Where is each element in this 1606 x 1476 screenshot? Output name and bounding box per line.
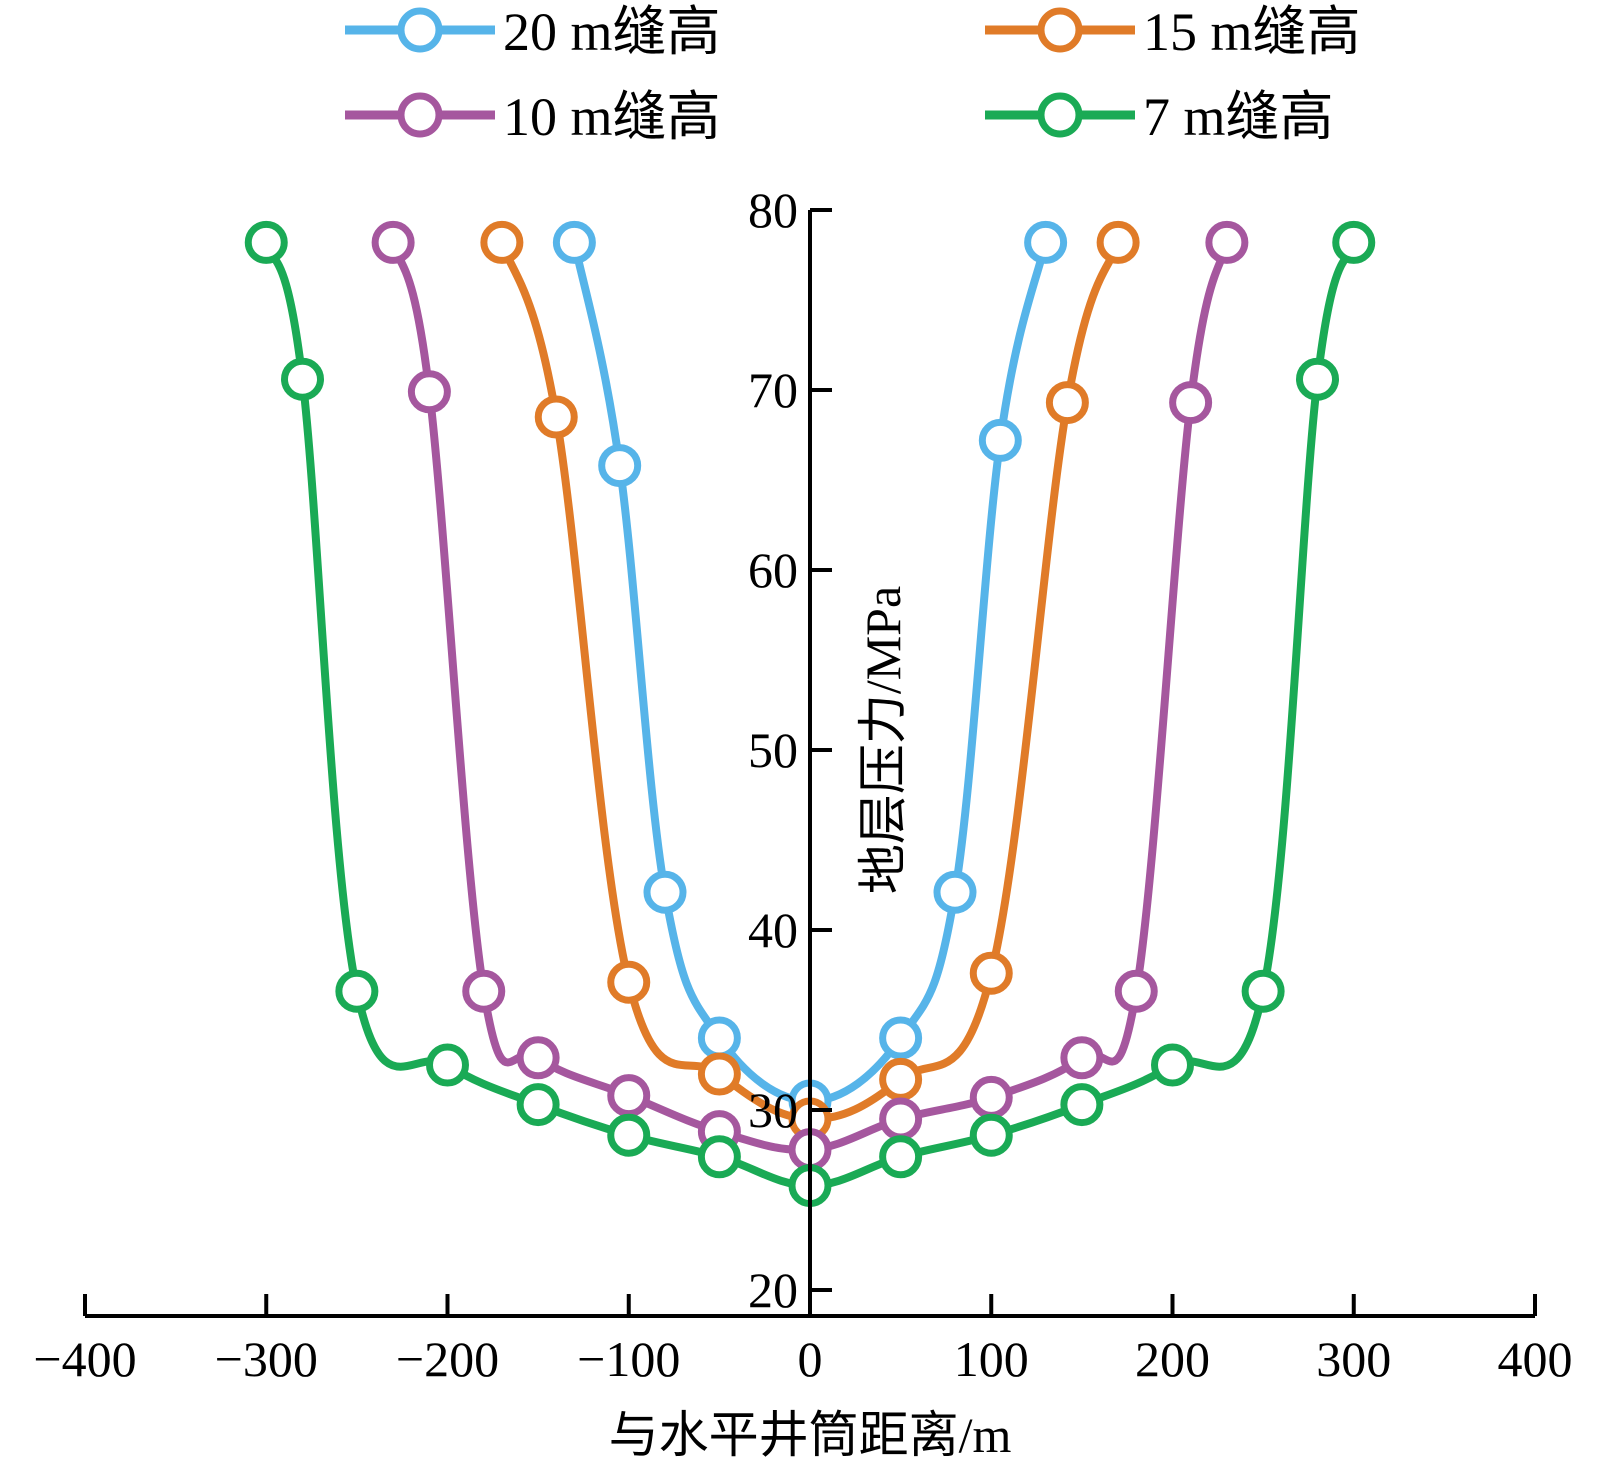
data-point-marker — [371, 220, 415, 264]
data-point-marker — [407, 370, 451, 414]
legend-label: 20 m缝高 — [503, 2, 721, 62]
data-point-marker — [978, 418, 1022, 462]
data-point-marker — [879, 1135, 923, 1179]
y-axis-title: 地层压力/MPa — [855, 586, 911, 894]
data-point-marker — [697, 1052, 741, 1096]
data-point-marker — [1114, 969, 1158, 1013]
data-point-marker — [1024, 220, 1068, 264]
data-point-marker — [879, 1016, 923, 1060]
legend-item: 10 m缝高 — [345, 87, 721, 147]
ticks: −400 −300 −200 −100 0 100 200 300 400 20 30 40 50 60 7… — [33, 182, 1572, 1387]
data-point-marker — [244, 220, 288, 264]
data-point-marker — [1205, 220, 1249, 264]
legend-marker — [1037, 7, 1083, 53]
data-point-marker — [1060, 1083, 1104, 1127]
data-point-marker — [598, 444, 642, 488]
data-point-marker — [462, 969, 506, 1013]
data-point-marker — [1060, 1036, 1104, 1080]
x-tick-label: 200 — [1135, 1331, 1210, 1387]
data-point-marker — [1332, 220, 1376, 264]
y-tick-label: 20 — [748, 1262, 798, 1318]
x-axis-title: 与水平井筒距离/m — [609, 1407, 1012, 1463]
x-tick-label: −400 — [33, 1331, 136, 1387]
legend-label: 10 m缝高 — [503, 87, 721, 147]
legend-label: 7 m缝高 — [1143, 87, 1334, 147]
y-tick-label: 30 — [748, 1082, 798, 1138]
x-tick-label: 400 — [1498, 1331, 1573, 1387]
x-tick-label: −100 — [577, 1331, 680, 1387]
data-point-marker — [480, 220, 524, 264]
data-point-marker — [607, 1074, 651, 1118]
data-point-marker — [516, 1036, 560, 1080]
legend-marker — [397, 7, 443, 53]
data-point-marker — [607, 1113, 651, 1157]
legend: 20 m缝高 15 m缝高 10 m缝高 7 m缝高 — [345, 2, 1361, 147]
data-point-marker — [607, 960, 651, 1004]
legend-item: 20 m缝高 — [345, 2, 721, 62]
x-tick-label: 300 — [1316, 1331, 1391, 1387]
y-tick-label: 70 — [748, 362, 798, 418]
data-point-marker — [1169, 381, 1213, 425]
data-point-marker — [933, 870, 977, 914]
x-tick-label: −300 — [215, 1331, 318, 1387]
y-tick-label: 40 — [748, 902, 798, 958]
data-point-marker — [697, 1135, 741, 1179]
legend-label: 15 m缝高 — [1143, 2, 1361, 62]
data-point-marker — [1241, 969, 1285, 1013]
data-point-marker — [1096, 220, 1140, 264]
data-point-marker — [335, 969, 379, 1013]
legend-item: 7 m缝高 — [985, 87, 1334, 147]
y-tick-label: 60 — [748, 542, 798, 598]
legend-marker — [1037, 92, 1083, 138]
data-point-marker — [879, 1057, 923, 1101]
legend-item: 15 m缝高 — [985, 2, 1361, 62]
data-point-marker — [516, 1083, 560, 1127]
data-point-marker — [969, 951, 1013, 995]
data-point-marker — [281, 357, 324, 401]
data-point-marker — [552, 220, 596, 264]
data-point-marker — [1151, 1043, 1194, 1087]
data-point-marker — [534, 395, 578, 439]
data-point-marker — [1045, 381, 1089, 425]
x-tick-label: −200 — [396, 1331, 499, 1387]
data-point-marker — [969, 1075, 1013, 1119]
data-point-marker — [879, 1097, 923, 1141]
y-tick-label: 80 — [748, 182, 798, 238]
data-point-marker — [1296, 357, 1339, 401]
data-point-marker — [697, 1016, 741, 1060]
legend-marker — [397, 92, 443, 138]
data-point-marker — [426, 1043, 469, 1087]
x-tick-label: 100 — [954, 1331, 1029, 1387]
data-point-marker — [969, 1113, 1013, 1157]
y-tick-label: 50 — [748, 722, 798, 778]
data-point-marker — [643, 870, 687, 914]
x-tick-label: 0 — [798, 1331, 823, 1387]
